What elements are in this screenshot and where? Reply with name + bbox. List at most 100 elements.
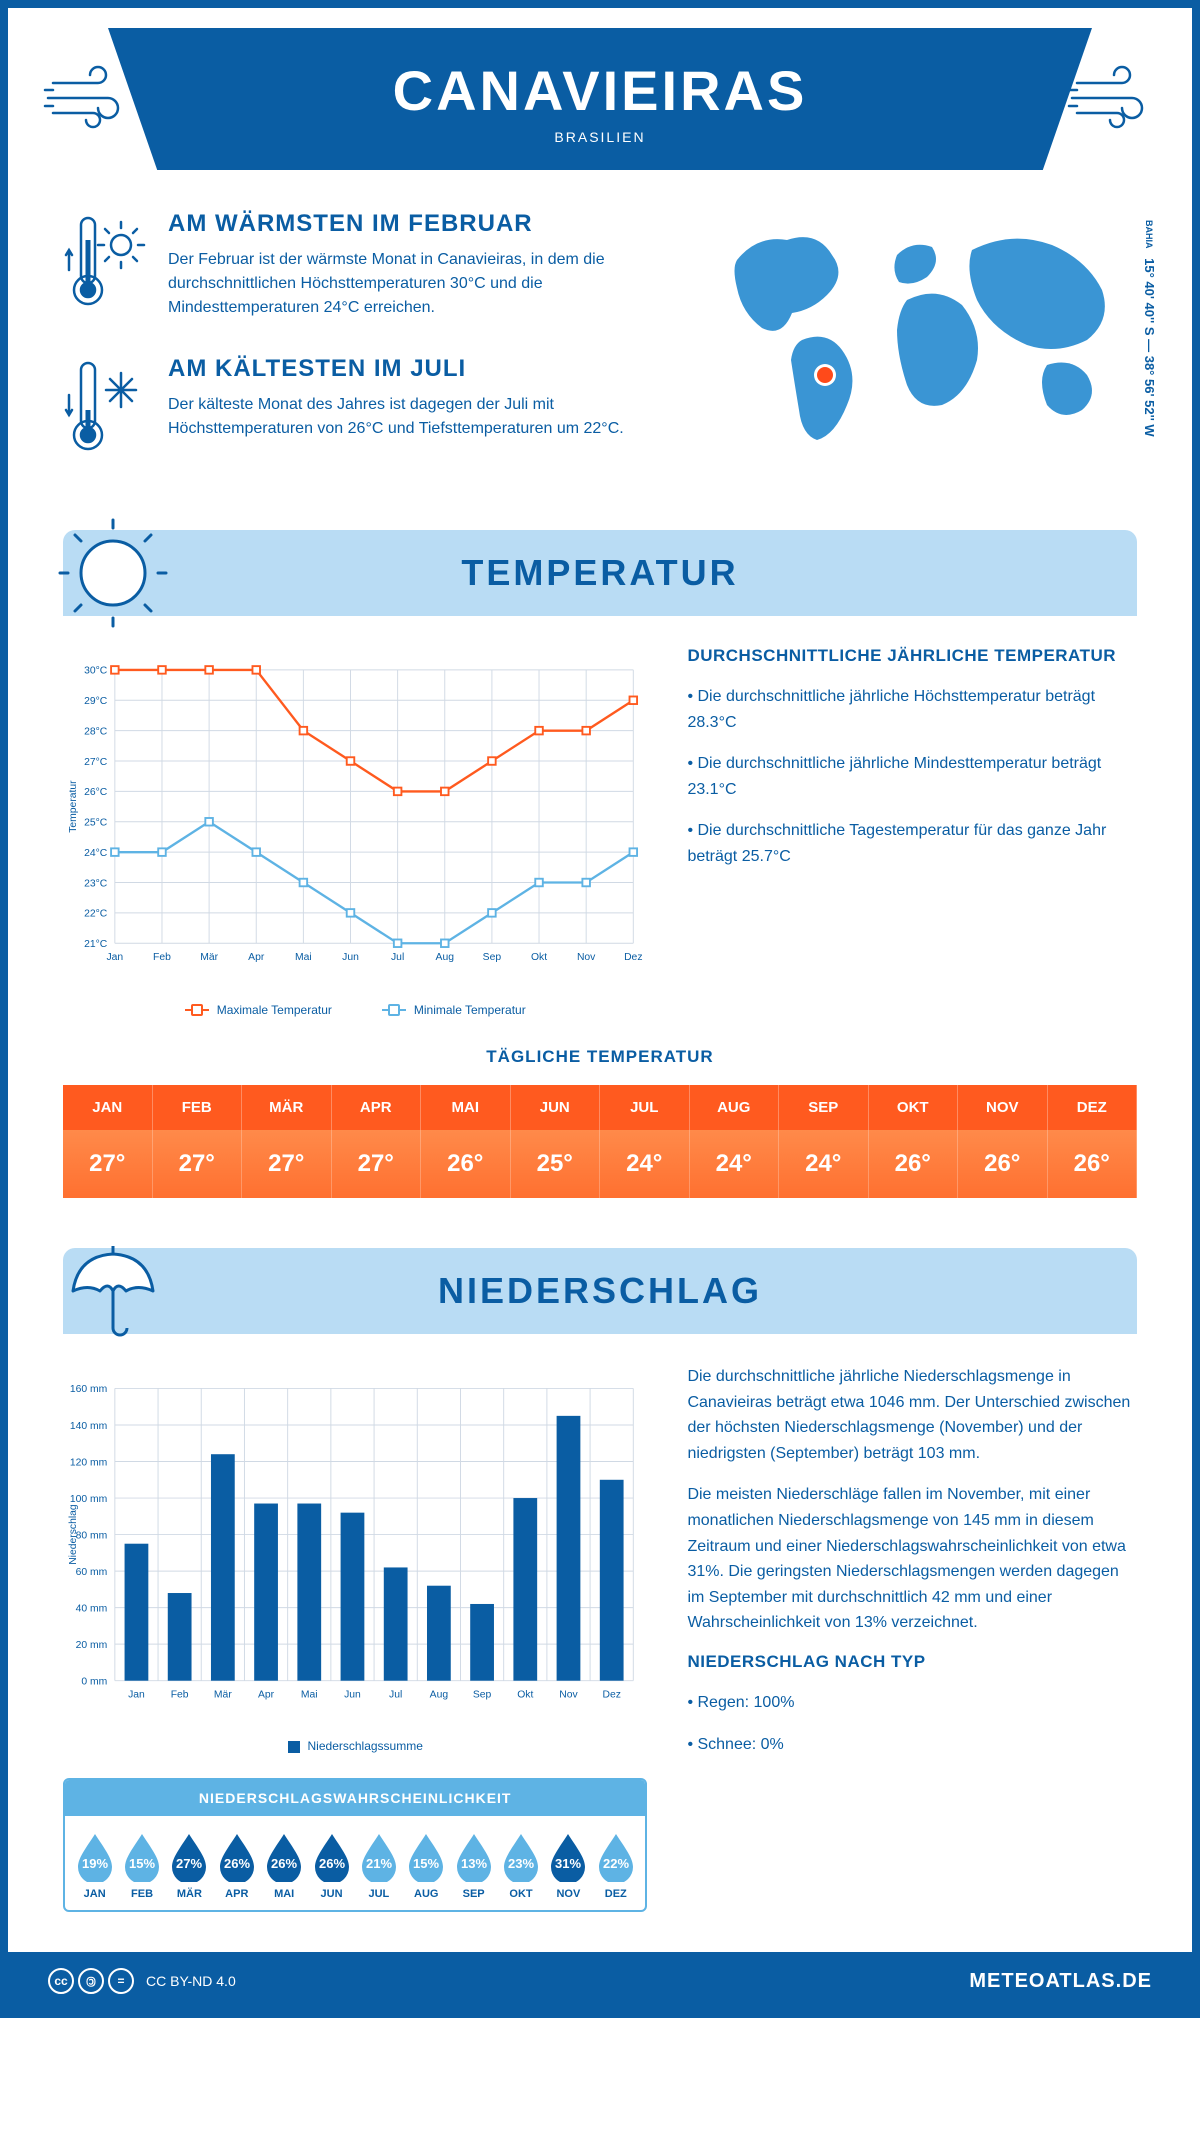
svg-text:15%: 15% (413, 1856, 439, 1871)
svg-text:19%: 19% (82, 1856, 108, 1871)
month-header: MAI (421, 1085, 511, 1130)
svg-text:Apr: Apr (258, 1690, 275, 1701)
svg-text:26%: 26% (319, 1856, 345, 1871)
svg-text:120 mm: 120 mm (70, 1457, 107, 1468)
svg-text:20 mm: 20 mm (76, 1640, 108, 1651)
svg-text:26°C: 26°C (84, 787, 108, 798)
month-header: MÄR (242, 1085, 332, 1130)
precip-prob-drop: 23% OKT (497, 1830, 544, 1900)
svg-text:Sep: Sep (473, 1690, 492, 1701)
svg-text:Jul: Jul (389, 1690, 402, 1701)
site-name: METEOATLAS.DE (969, 1970, 1152, 1993)
svg-text:Jul: Jul (391, 952, 404, 963)
cc-icons: cc🄯= (48, 1968, 134, 1994)
temp-cell: 27° (63, 1130, 153, 1198)
svg-text:0 mm: 0 mm (81, 1676, 107, 1687)
svg-text:26%: 26% (271, 1856, 297, 1871)
svg-text:Mär: Mär (200, 952, 218, 963)
precip-prob-drop: 31% NOV (545, 1830, 592, 1900)
daily-temp-title: TÄGLICHE TEMPERATUR (63, 1047, 1137, 1067)
svg-text:Okt: Okt (531, 952, 547, 963)
svg-text:24°C: 24°C (84, 848, 108, 859)
world-map (707, 210, 1137, 450)
svg-text:13%: 13% (461, 1856, 487, 1871)
line-chart-legend: Maximale Temperatur Minimale Temperatur (63, 1003, 647, 1017)
country-subtitle: BRASILIEN (108, 129, 1092, 145)
svg-text:40 mm: 40 mm (76, 1603, 108, 1614)
svg-text:30°C: 30°C (84, 666, 108, 677)
svg-text:23°C: 23°C (84, 878, 108, 889)
umbrella-icon (58, 1236, 168, 1346)
svg-text:Feb: Feb (153, 952, 171, 963)
precipitation-summary: Die durchschnittliche jährliche Niedersc… (687, 1364, 1137, 1912)
coldest-title: AM KÄLTESTEN IM JULI (168, 355, 667, 383)
temperature-line-chart: 21°C22°C23°C24°C25°C26°C27°C28°C29°C30°C… (63, 646, 647, 986)
precip-prob-drop: 26% MAI (260, 1830, 307, 1900)
temp-cell: 26° (958, 1130, 1048, 1198)
svg-text:Niederschlag: Niederschlag (68, 1504, 79, 1565)
precipitation-bar-chart: 0 mm 20 mm 40 mm 60 mm 80 mm 100 mm 120 mm 140 … (63, 1364, 647, 1724)
daily-temperature-table: JANFEBMÄRAPRMAIJUNJULAUGSEPOKTNOVDEZ27°2… (63, 1085, 1137, 1198)
temp-cell: 26° (869, 1130, 959, 1198)
temp-cell: 24° (779, 1130, 869, 1198)
license-text: CC BY-ND 4.0 (146, 1973, 236, 1989)
month-header: JUN (511, 1085, 601, 1130)
svg-text:Jan: Jan (128, 1690, 145, 1701)
precipitation-section-header: NIEDERSCHLAG (63, 1248, 1137, 1334)
svg-text:25°C: 25°C (84, 818, 108, 829)
svg-text:27°C: 27°C (84, 757, 108, 768)
precip-prob-drop: 26% APR (213, 1830, 260, 1900)
month-header: AUG (690, 1085, 780, 1130)
svg-text:28°C: 28°C (84, 726, 108, 737)
thermometer-hot-icon (63, 210, 148, 310)
month-header: NOV (958, 1085, 1048, 1130)
svg-text:Okt: Okt (517, 1690, 533, 1701)
svg-text:21%: 21% (366, 1856, 392, 1871)
svg-text:23%: 23% (508, 1856, 534, 1871)
coordinates: BAHIA 15° 40' 40'' S — 38° 56' 52'' W (1142, 220, 1157, 437)
month-header: JAN (63, 1085, 153, 1130)
sun-icon (58, 518, 168, 628)
wind-icon (43, 63, 133, 133)
svg-text:160 mm: 160 mm (70, 1384, 107, 1395)
precip-prob-drop: 21% JUL (355, 1830, 402, 1900)
svg-text:140 mm: 140 mm (70, 1421, 107, 1432)
coldest-body: Der kälteste Monat des Jahres ist dagege… (168, 393, 667, 441)
page-footer: cc🄯= CC BY-ND 4.0 METEOATLAS.DE (8, 1952, 1192, 2010)
month-header: OKT (869, 1085, 959, 1130)
temp-cell: 27° (153, 1130, 243, 1198)
svg-text:15%: 15% (129, 1856, 155, 1871)
temp-cell: 24° (690, 1130, 780, 1198)
svg-text:Dez: Dez (624, 952, 642, 963)
svg-text:31%: 31% (555, 1856, 581, 1871)
precip-prob-drop: 13% SEP (450, 1830, 497, 1900)
month-header: FEB (153, 1085, 243, 1130)
svg-text:Aug: Aug (436, 952, 455, 963)
thermometer-cold-icon (63, 355, 148, 455)
svg-text:100 mm: 100 mm (70, 1494, 107, 1505)
precip-prob-drop: 26% JUN (308, 1830, 355, 1900)
month-header: APR (332, 1085, 422, 1130)
svg-text:Jun: Jun (344, 1690, 361, 1701)
svg-text:Aug: Aug (430, 1690, 449, 1701)
month-header: JUL (600, 1085, 690, 1130)
svg-text:22°C: 22°C (84, 909, 108, 920)
temperature-summary: DURCHSCHNITTLICHE JÄHRLICHE TEMPERATUR •… (687, 646, 1137, 1017)
svg-text:Nov: Nov (577, 952, 596, 963)
precipitation-probability-box: NIEDERSCHLAGSWAHRSCHEINLICHKEIT 19% JAN … (63, 1778, 647, 1912)
precip-prob-drop: 22% DEZ (592, 1830, 639, 1900)
bar-chart-legend: Niederschlagssumme (63, 1739, 647, 1753)
warmest-body: Der Februar ist der wärmste Monat in Can… (168, 248, 667, 320)
svg-text:80 mm: 80 mm (76, 1530, 108, 1541)
svg-text:22%: 22% (603, 1856, 629, 1871)
svg-text:Mär: Mär (214, 1690, 232, 1701)
wind-icon (1067, 63, 1157, 133)
svg-text:Jun: Jun (342, 952, 359, 963)
svg-text:60 mm: 60 mm (76, 1567, 108, 1578)
month-header: DEZ (1048, 1085, 1138, 1130)
svg-text:27%: 27% (176, 1856, 202, 1871)
svg-text:Apr: Apr (248, 952, 265, 963)
svg-text:Temperatur: Temperatur (68, 780, 79, 833)
warmest-fact: AM WÄRMSTEN IM FEBRUAR Der Februar ist d… (63, 210, 667, 320)
temp-cell: 27° (242, 1130, 332, 1198)
